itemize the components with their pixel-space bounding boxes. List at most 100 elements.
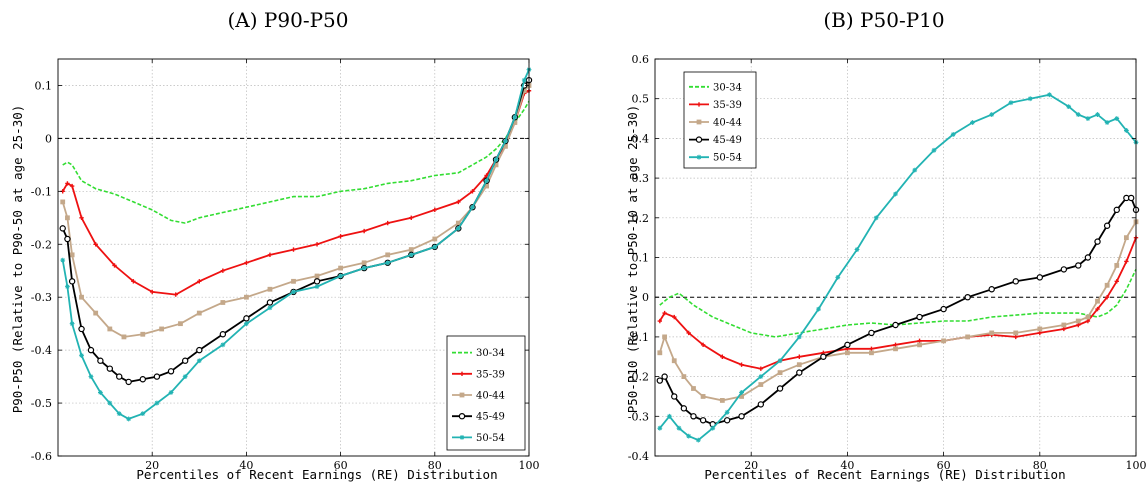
data-point bbox=[1095, 306, 1100, 312]
legend-marker bbox=[459, 435, 465, 440]
series-line bbox=[659, 269, 1137, 338]
data-point bbox=[116, 373, 123, 380]
y-tick-label: 0.1 bbox=[35, 79, 53, 92]
data-point bbox=[267, 252, 273, 258]
legend-marker bbox=[695, 136, 703, 143]
legend-label: 45-49 bbox=[713, 135, 742, 146]
data-point bbox=[777, 370, 783, 376]
data-point bbox=[657, 350, 663, 356]
data-point bbox=[150, 289, 155, 295]
data-point bbox=[140, 411, 146, 417]
data-point bbox=[719, 398, 725, 403]
data-point bbox=[167, 368, 175, 375]
legend-item: 35-39 bbox=[452, 369, 505, 380]
data-point bbox=[243, 315, 250, 322]
y-tick-label: 0.3 bbox=[632, 172, 650, 185]
y-tick-label: 0.1 bbox=[632, 252, 650, 265]
data-point bbox=[244, 260, 249, 265]
legend-label: 40-44 bbox=[476, 391, 505, 402]
legend-marker bbox=[696, 102, 702, 107]
data-point bbox=[869, 346, 874, 352]
data-point bbox=[408, 247, 414, 252]
y-tick-label: 0.2 bbox=[632, 212, 650, 225]
data-point bbox=[657, 318, 663, 324]
data-point bbox=[181, 357, 189, 364]
x-tick-label: 20 bbox=[744, 459, 758, 472]
data-point bbox=[912, 167, 918, 173]
data-point bbox=[1076, 322, 1081, 328]
panel-b: (B) P50-P10 20 40 60 80 100 -0.4 -0.3 -0.2 -0.1 0… bbox=[625, 8, 1146, 482]
data-point bbox=[93, 242, 98, 247]
data-point bbox=[917, 338, 922, 344]
data-point bbox=[314, 242, 320, 247]
series-40-44 bbox=[60, 83, 532, 340]
data-point bbox=[1037, 326, 1043, 332]
plot-frame-a bbox=[57, 58, 530, 457]
data-point bbox=[493, 162, 499, 168]
legend-label: 40-44 bbox=[713, 118, 742, 129]
data-point bbox=[470, 204, 475, 210]
data-point bbox=[97, 390, 103, 395]
data-point bbox=[1008, 100, 1014, 106]
y-tick-label: 0 bbox=[642, 291, 649, 304]
series-group-a bbox=[59, 67, 533, 422]
data-point bbox=[724, 409, 730, 415]
data-point bbox=[1114, 263, 1120, 268]
data-point bbox=[385, 260, 391, 266]
series-line bbox=[62, 100, 530, 224]
data-point bbox=[916, 313, 923, 321]
data-point bbox=[869, 350, 874, 356]
data-point bbox=[892, 321, 899, 329]
legend-a: 30-34 35-39 40-44 45-49 50-54 bbox=[446, 335, 526, 451]
data-point bbox=[940, 305, 947, 313]
y-axis-label-a: P90-P50 (Relative to P90-50 at age 25-30… bbox=[10, 105, 25, 414]
data-point bbox=[432, 236, 438, 242]
series-50-54 bbox=[60, 67, 532, 422]
data-point bbox=[700, 394, 706, 399]
data-point bbox=[314, 273, 320, 279]
legend-label: 30-34 bbox=[713, 82, 742, 93]
legend-item: 45-49 bbox=[452, 412, 505, 423]
data-point bbox=[1114, 116, 1120, 121]
data-point bbox=[1013, 330, 1019, 336]
data-point bbox=[121, 334, 127, 340]
data-point bbox=[154, 400, 160, 406]
series-30-34 bbox=[659, 269, 1137, 338]
data-point bbox=[88, 374, 94, 379]
x-tick-label: 60 bbox=[937, 459, 951, 472]
data-point bbox=[988, 286, 995, 293]
data-point bbox=[64, 235, 71, 243]
legend-marker bbox=[696, 119, 702, 125]
data-point bbox=[107, 326, 113, 332]
data-point bbox=[291, 278, 296, 284]
series-line bbox=[61, 90, 530, 296]
data-point bbox=[796, 362, 802, 368]
data-point bbox=[173, 292, 178, 297]
data-point bbox=[69, 183, 75, 189]
data-point bbox=[816, 306, 821, 312]
data-point bbox=[723, 417, 731, 424]
data-point bbox=[69, 252, 75, 258]
ticks-a: 20 40 60 80 100 -0.6 -0.5 -0.4 -0.3 -0.2 -0.1 0 0.1 bbox=[31, 59, 540, 472]
legend-marker bbox=[459, 392, 465, 398]
data-point bbox=[739, 362, 744, 367]
legend-label: 30-34 bbox=[476, 348, 505, 359]
data-point bbox=[1085, 314, 1091, 320]
data-point bbox=[140, 331, 146, 337]
panel-a: (A) P90-P50 20 40 60 80 100 -0.6 -0.5 -0.4 -0.3 -… bbox=[10, 8, 540, 482]
data-point bbox=[59, 225, 66, 232]
y-tick-label: -0.2 bbox=[31, 238, 52, 251]
data-point bbox=[671, 358, 677, 364]
data-point bbox=[196, 358, 202, 364]
data-point bbox=[484, 183, 490, 189]
data-point bbox=[131, 279, 136, 284]
data-point bbox=[139, 376, 146, 383]
data-point bbox=[97, 357, 104, 364]
data-point bbox=[739, 394, 744, 399]
data-point bbox=[87, 346, 95, 354]
data-point bbox=[493, 157, 499, 162]
data-point bbox=[676, 425, 682, 431]
data-point bbox=[178, 321, 183, 327]
series-45-49 bbox=[656, 194, 1140, 428]
ticks-b: 20 40 60 80 100 -0.4 -0.3 -0.2 -0.1 0 0.1 0.2 0.3 0.4… bbox=[628, 53, 1146, 472]
